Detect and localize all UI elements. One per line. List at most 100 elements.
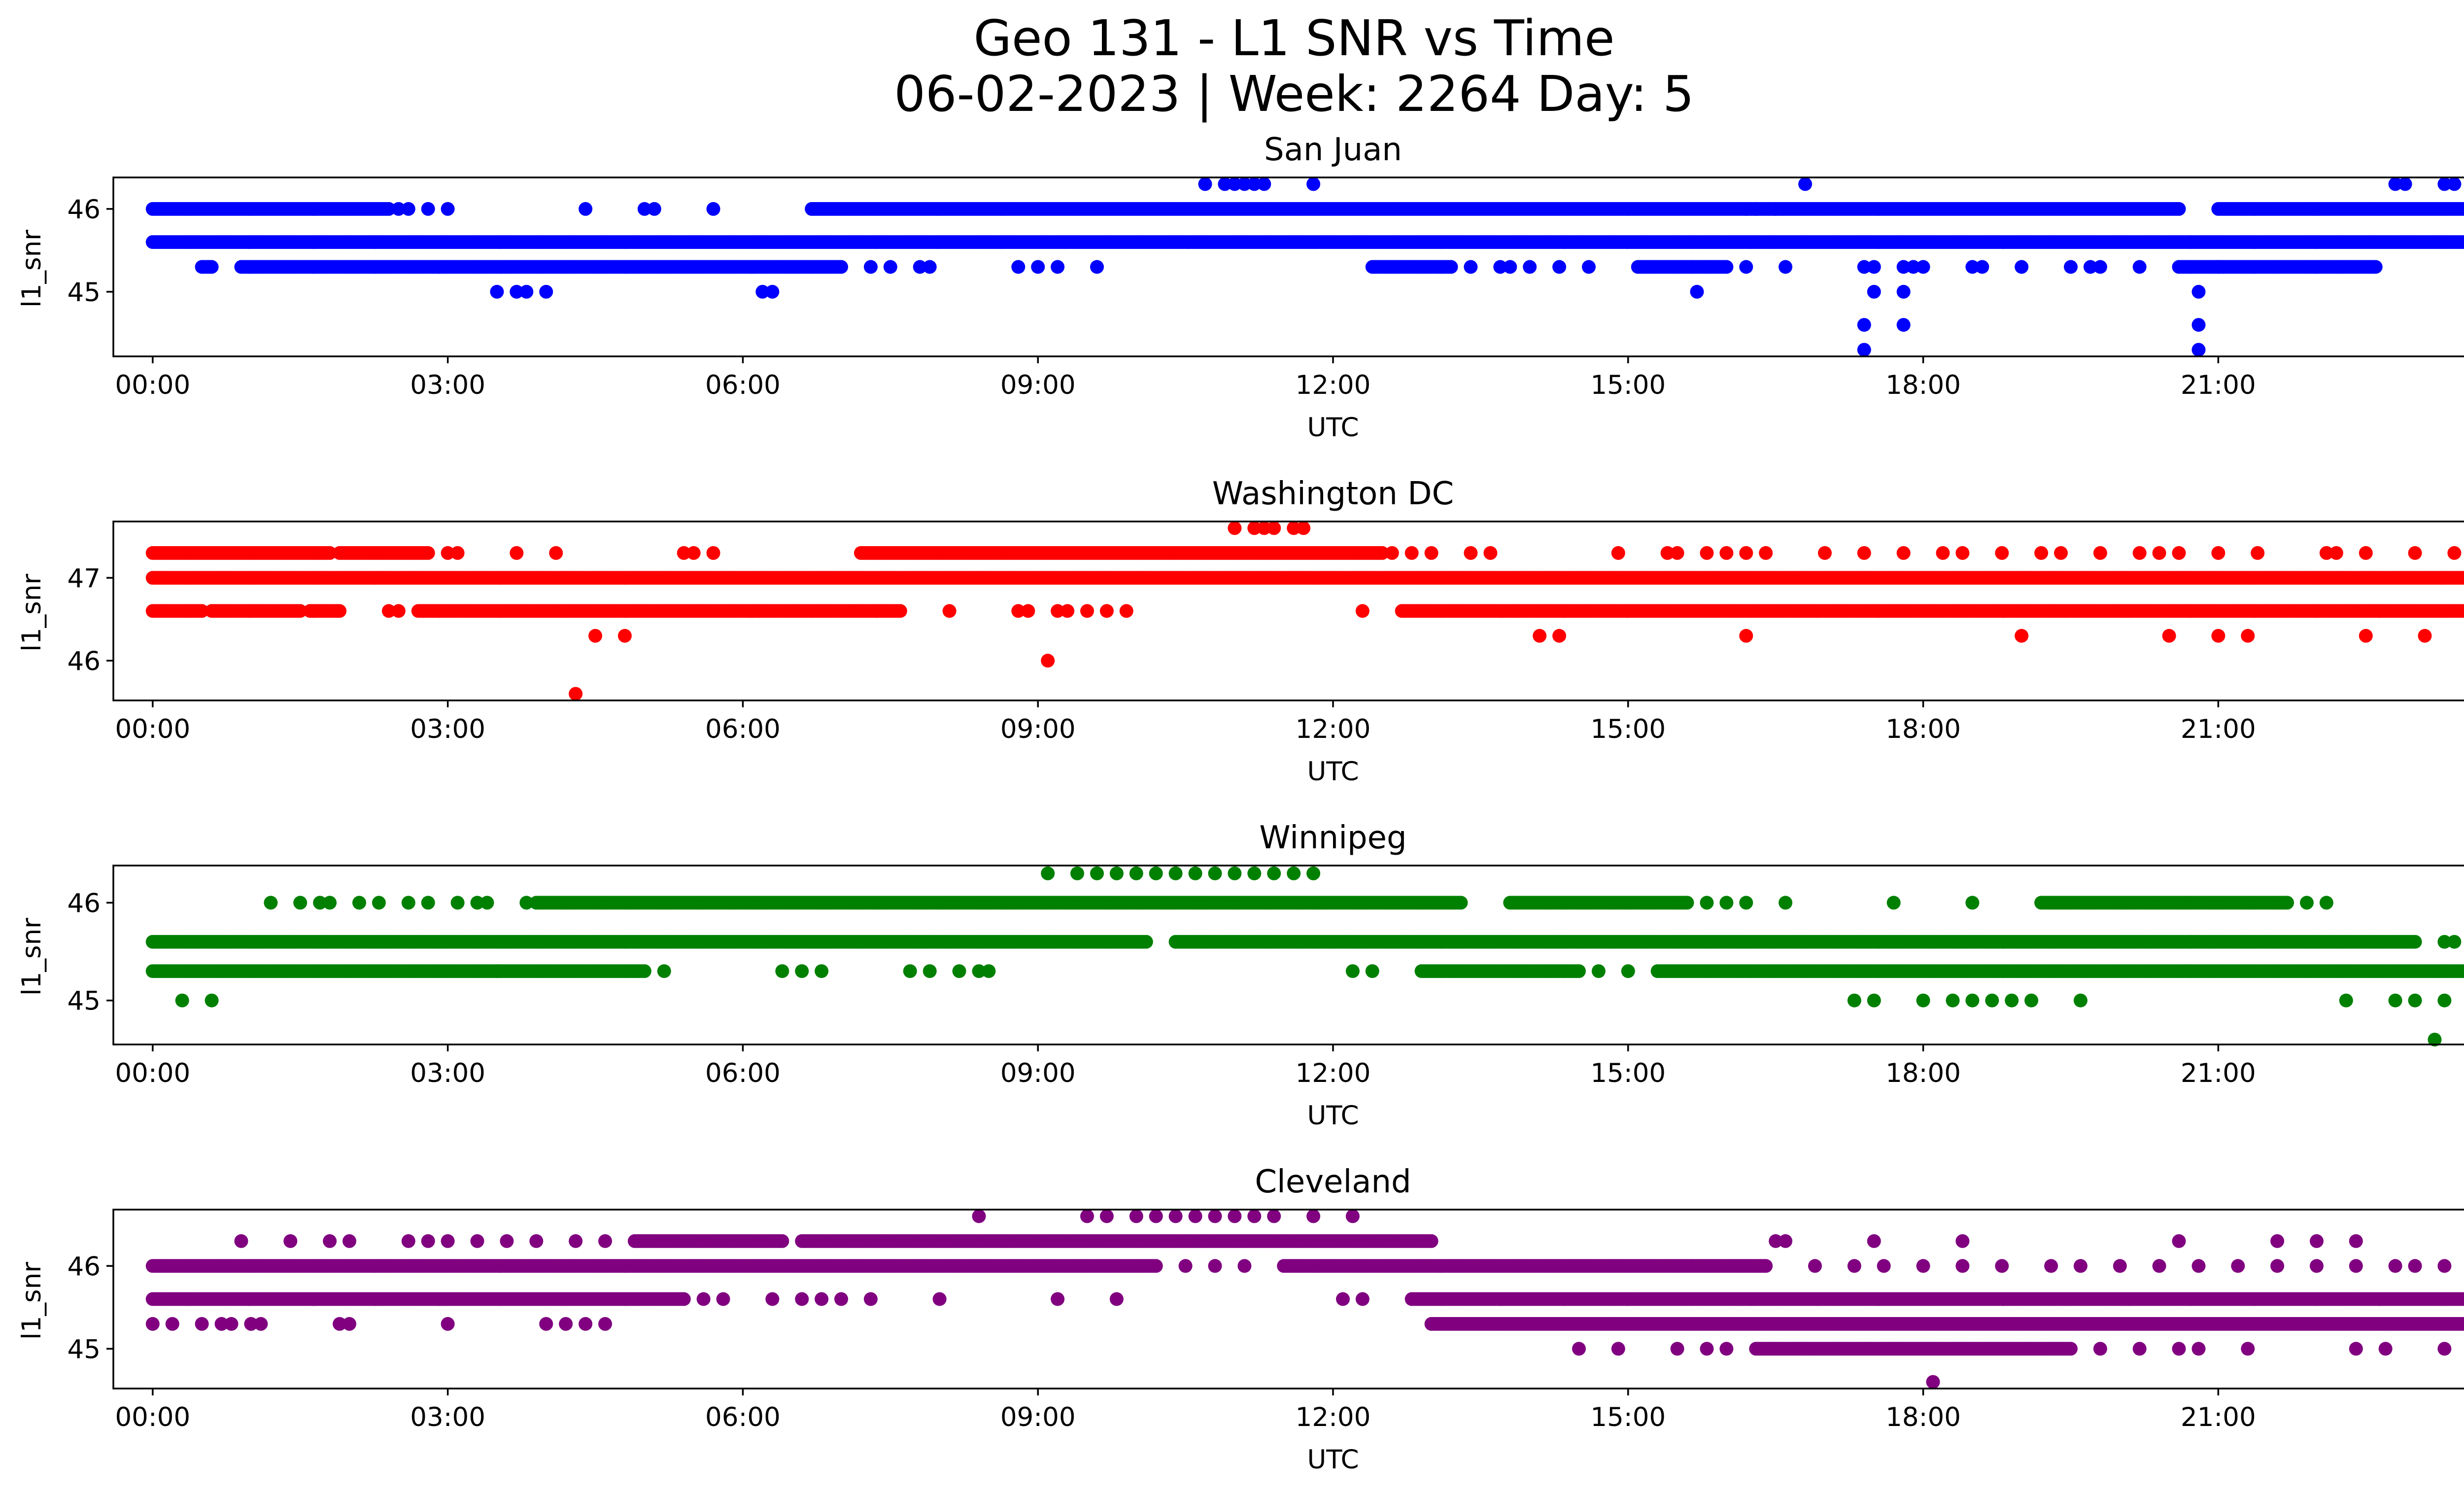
- data-point: [2015, 260, 2029, 274]
- data-point: [401, 202, 415, 216]
- data-point: [1769, 202, 1783, 216]
- data-point: [1857, 318, 1871, 332]
- data-point: [539, 284, 553, 299]
- x-tick-label: 09:00: [1000, 714, 1076, 744]
- data-point: [2211, 546, 2225, 560]
- data-point: [1523, 260, 1537, 274]
- data-point: [1483, 546, 1498, 560]
- data-point: [1454, 896, 1468, 910]
- data-point: [1759, 546, 1773, 560]
- data-point: [2462, 204, 2464, 214]
- data-point: [569, 687, 583, 701]
- data-point: [706, 546, 720, 560]
- data-point: [706, 202, 720, 216]
- x-axis-label: UTC: [1307, 757, 1359, 787]
- x-tick-label: 21:00: [2181, 714, 2256, 744]
- x-axis-label: UTC: [1307, 1101, 1359, 1131]
- data-point: [1503, 260, 1517, 274]
- data-point: [2172, 546, 2186, 560]
- data-point: [1582, 260, 1596, 274]
- data-point: [519, 284, 534, 299]
- data-point: [1690, 284, 1704, 299]
- data-point: [2093, 260, 2107, 274]
- data-point: [1404, 546, 1419, 560]
- data-point: [1955, 546, 1970, 560]
- data-point: [1385, 546, 1399, 560]
- data-point: [2152, 546, 2166, 560]
- data-point: [942, 604, 957, 618]
- x-tick-label: 21:00: [2181, 370, 2256, 400]
- data-point: [1867, 260, 1881, 274]
- panel-title: Winnipeg: [1259, 820, 1406, 856]
- data-point: [686, 546, 701, 560]
- data-point: [1533, 628, 1547, 643]
- data-point: [205, 260, 219, 274]
- x-tick-label: 15:00: [1590, 714, 1666, 744]
- data-point: [1080, 604, 1094, 618]
- data-point: [617, 628, 632, 643]
- data-point: [1011, 260, 1026, 274]
- data-point: [2368, 260, 2383, 274]
- data-point: [2359, 628, 2373, 643]
- data-point: [2034, 546, 2049, 560]
- data-point: [2211, 628, 2225, 643]
- data-point: [1857, 343, 1871, 357]
- data-point: [923, 260, 937, 274]
- data-point: [579, 202, 593, 216]
- data-point: [2359, 546, 2373, 560]
- data-point: [1090, 260, 1104, 274]
- data-point: [1896, 318, 1911, 332]
- data-point: [549, 546, 563, 560]
- data-point: [1099, 604, 1114, 618]
- data-point: [1719, 546, 1734, 560]
- data-point: [441, 202, 455, 216]
- data-point: [381, 202, 396, 216]
- data-point: [2447, 546, 2462, 560]
- data-point: [1444, 260, 1458, 274]
- panel-winnipeg: Winnipeg UTC l1_snr 00:00 03:00 06:00 09:00…: [17, 820, 2464, 1131]
- data-point: [765, 284, 780, 299]
- data-point: [1975, 260, 1989, 274]
- panel-title: Washington DC: [1212, 476, 1454, 512]
- data-point: [2447, 177, 2462, 191]
- data-point: [1257, 177, 1271, 191]
- data-point: [1779, 260, 1793, 274]
- data-point: [333, 604, 347, 618]
- data-point: [2241, 628, 2255, 643]
- x-tick-label: 03:00: [410, 370, 485, 400]
- data-point: [450, 546, 465, 560]
- data-point: [1021, 604, 1035, 618]
- x-tick-label: 18:00: [1885, 714, 1961, 744]
- data-point: [391, 604, 406, 618]
- panel-washington-dc: Washington DC UTC l1_snr 00:00 03:00 06:00…: [17, 476, 2464, 787]
- data-point: [2162, 628, 2176, 643]
- data-point: [421, 546, 435, 560]
- data-point: [1739, 260, 1753, 274]
- figure-title-line-2: 06-02-2023 | Week: 2264 Day: 5: [894, 65, 1694, 123]
- data-point: [1995, 546, 2009, 560]
- x-axis-label: UTC: [1307, 413, 1359, 443]
- x-tick-label: 15:00: [1590, 370, 1666, 400]
- data-point: [893, 604, 907, 618]
- x-tick-label: 00:00: [115, 714, 190, 744]
- data-point: [1031, 260, 1045, 274]
- y-tick-label: 46: [68, 195, 101, 225]
- data-point: [1739, 546, 1753, 560]
- data-point: [2398, 177, 2412, 191]
- data-point: [1670, 546, 1684, 560]
- figure-title-line-1: Geo 131 - L1 SNR vs Time: [974, 9, 1615, 67]
- data-point: [1936, 546, 1950, 560]
- data-point: [1552, 628, 1567, 643]
- data-point: [1051, 260, 1065, 274]
- data-point: [2093, 546, 2107, 560]
- data-point: [2280, 896, 2294, 910]
- x-tick-label: 12:00: [1296, 714, 1371, 744]
- data-point: [2418, 628, 2432, 643]
- data-point: [647, 202, 661, 216]
- x-tick-label: 06:00: [705, 370, 781, 400]
- data-point: [1464, 260, 1478, 274]
- data-points: [145, 866, 2464, 1047]
- data-point: [1896, 284, 1911, 299]
- data-point: [1818, 546, 1832, 560]
